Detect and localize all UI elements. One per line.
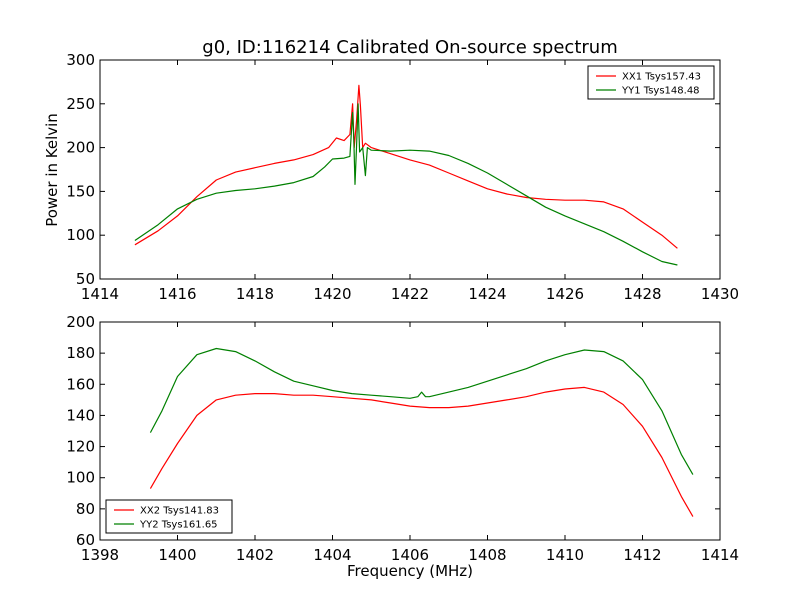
y-tick-label: 60 xyxy=(76,531,95,549)
y-tick-label: 160 xyxy=(66,375,95,393)
top-spectrum-panel: g0, ID:116214 Calibrated On-source spect… xyxy=(43,37,739,303)
x-tick-label: 1408 xyxy=(468,546,506,564)
y-axis-label: Power in Kelvin xyxy=(43,113,61,227)
series-line-top-2 xyxy=(134,103,678,266)
legend-entry-label: YY2 Tsys161.65 xyxy=(139,520,218,531)
chart-title: g0, ID:116214 Calibrated On-source spect… xyxy=(202,37,617,58)
top-series-layer xyxy=(134,84,678,266)
y-tick-label: 50 xyxy=(76,270,95,288)
y-tick-label: 200 xyxy=(66,313,95,331)
x-tick-label: 1420 xyxy=(313,285,351,303)
series-line-bottom-2 xyxy=(149,347,694,475)
bottom-plot-frame xyxy=(99,321,721,541)
x-axis-label: Frequency (MHz) xyxy=(347,562,473,580)
y-tick-label: 200 xyxy=(66,139,95,157)
x-tick-label: 1422 xyxy=(391,285,429,303)
top-tick-layer: 1414 1416 1418 1420 1422 1424 1426 1428 1430 50 10… xyxy=(66,51,739,303)
x-tick-label: 1412 xyxy=(623,546,661,564)
top-plot-frame xyxy=(99,59,721,280)
y-tick-label: 300 xyxy=(66,51,95,69)
bottom-legend: XX2 Tsys141.83 YY2 Tsys161.65 xyxy=(105,499,233,534)
legend-box xyxy=(587,65,715,100)
x-tick-label: 1398 xyxy=(81,546,119,564)
legend-entry-label: XX1 Tsys157.43 xyxy=(622,72,701,83)
legend-entry-label: XX2 Tsys141.83 xyxy=(140,506,219,517)
x-tick-label: 1414 xyxy=(81,285,119,303)
y-tick-label: 150 xyxy=(66,182,95,200)
x-tick-label: 1426 xyxy=(546,285,584,303)
top-legend: XX1 Tsys157.43 YY1 Tsys148.48 xyxy=(587,65,715,100)
y-tick-label: 120 xyxy=(66,438,95,456)
x-tick-label: 1400 xyxy=(158,546,196,564)
bottom-tick-layer: 1398 1400 1402 1404 1406 1408 1410 1412 1414 60 80… xyxy=(66,313,739,564)
y-tick-label: 100 xyxy=(66,226,95,244)
bottom-spectrum-panel: Frequency (MHz) 1398 1400 1402 1404 1406 1408… xyxy=(66,313,739,580)
y-tick-label: 140 xyxy=(66,406,95,424)
x-tick-label: 1406 xyxy=(391,546,429,564)
legend-box xyxy=(105,499,233,534)
x-tick-label: 1414 xyxy=(701,546,739,564)
y-tick-label: 80 xyxy=(76,500,95,518)
x-tick-label: 1416 xyxy=(158,285,196,303)
series-line-bottom-1 xyxy=(149,386,694,517)
bottom-series-layer xyxy=(149,347,694,517)
y-tick-label: 100 xyxy=(66,469,95,487)
x-tick-label: 1428 xyxy=(623,285,661,303)
x-tick-label: 1424 xyxy=(468,285,506,303)
series-line-top-1 xyxy=(134,84,678,249)
x-tick-label: 1418 xyxy=(236,285,274,303)
x-tick-label: 1430 xyxy=(701,285,739,303)
x-tick-label: 1410 xyxy=(546,546,584,564)
x-tick-label: 1402 xyxy=(236,546,274,564)
y-tick-label: 250 xyxy=(66,95,95,113)
y-tick-label: 180 xyxy=(66,344,95,362)
x-tick-label: 1404 xyxy=(313,546,351,564)
legend-entry-label: YY1 Tsys148.48 xyxy=(621,86,700,97)
